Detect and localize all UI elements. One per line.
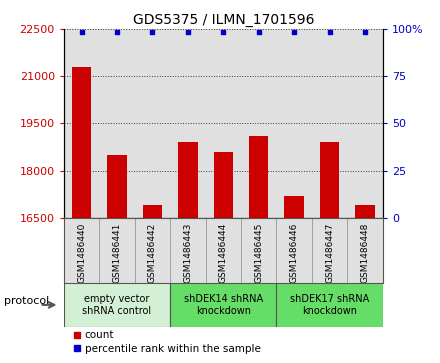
Bar [276, 283, 383, 327]
Point [78, 29, 85, 35]
Point [184, 29, 191, 35]
Bar [178, 142, 198, 218]
Point [220, 29, 227, 35]
Text: GSM1486445: GSM1486445 [254, 223, 263, 284]
Legend: count, percentile rank within the sample: count, percentile rank within the sample [69, 326, 265, 358]
Text: GSM1486448: GSM1486448 [360, 223, 370, 284]
Point [114, 29, 121, 35]
Bar [356, 205, 375, 218]
Bar [320, 142, 339, 218]
Text: GSM1486444: GSM1486444 [219, 223, 228, 283]
Text: GSM1486442: GSM1486442 [148, 223, 157, 283]
Point [362, 29, 369, 35]
Text: GSM1486446: GSM1486446 [290, 223, 299, 284]
Bar [213, 152, 233, 218]
Bar [107, 155, 127, 218]
Text: GSM1486447: GSM1486447 [325, 223, 334, 284]
Text: empty vector
shRNA control: empty vector shRNA control [82, 294, 151, 316]
Bar [143, 205, 162, 218]
Bar [72, 67, 91, 218]
Point [255, 29, 262, 35]
Point [291, 29, 298, 35]
Bar [249, 136, 268, 218]
Bar [284, 196, 304, 218]
Text: GSM1486441: GSM1486441 [113, 223, 121, 284]
Bar [170, 283, 276, 327]
Text: shDEK17 shRNA
knockdown: shDEK17 shRNA knockdown [290, 294, 369, 316]
Text: GSM1486443: GSM1486443 [183, 223, 192, 284]
Point [326, 29, 333, 35]
Text: GSM1486440: GSM1486440 [77, 223, 86, 284]
Bar [64, 283, 170, 327]
Text: protocol: protocol [4, 296, 50, 306]
Text: shDEK14 shRNA
knockdown: shDEK14 shRNA knockdown [184, 294, 263, 316]
Point [149, 29, 156, 35]
Title: GDS5375 / ILMN_1701596: GDS5375 / ILMN_1701596 [132, 13, 314, 26]
